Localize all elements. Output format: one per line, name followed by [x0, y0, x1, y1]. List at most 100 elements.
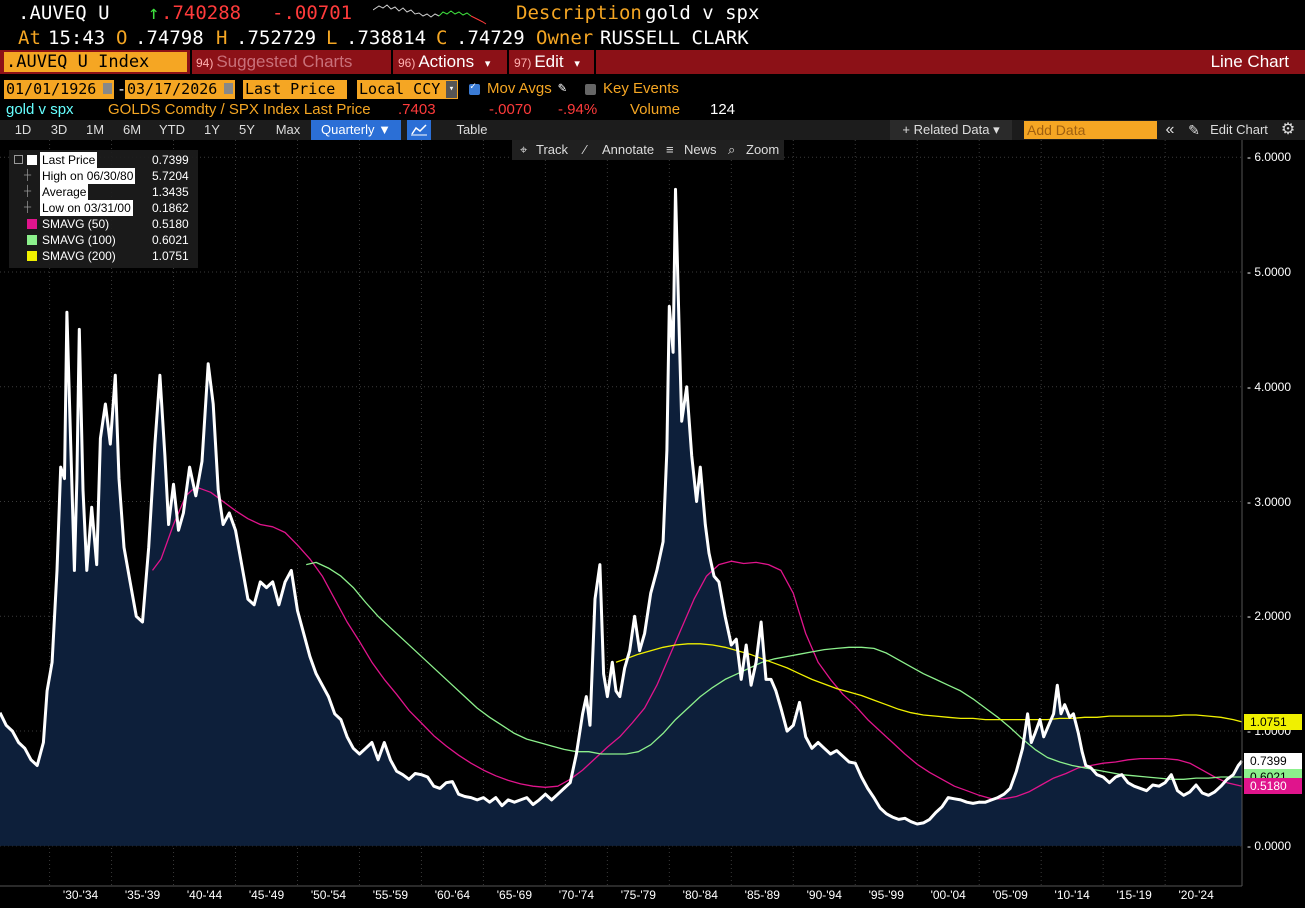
legend-value: 0.5180	[152, 217, 189, 231]
legend-item[interactable]: ┼ Low on 03/31/00 0.1862	[9, 200, 198, 216]
related-data-button[interactable]: + Related Data ▾	[890, 120, 1012, 140]
legend-swatch	[27, 235, 37, 245]
currency-dropdown[interactable]: Local CCY	[357, 80, 458, 99]
annotate-icon[interactable]: ⁄	[584, 142, 587, 157]
x-tick-label: '65-'69	[496, 888, 533, 902]
x-tick-label: '05-'09	[992, 888, 1028, 902]
series-line-smavg-50-[interactable]	[151, 487, 1243, 800]
zoom-button[interactable]: Zoom	[746, 142, 780, 157]
legend-item[interactable]: ┼ High on 06/30/80 5.7204	[9, 168, 198, 184]
legend-swatch	[27, 251, 37, 261]
legend-collapse-icon[interactable]	[14, 155, 23, 164]
frequency-dropdown[interactable]: Quarterly ▼	[311, 120, 401, 140]
description-value: gold v spx	[645, 2, 760, 24]
x-tick-label: '30-'34	[62, 888, 99, 902]
series-line-smavg-100-[interactable]	[306, 561, 1242, 780]
divider	[594, 50, 596, 74]
track-icon[interactable]: ⌖	[520, 142, 528, 157]
open-label: O	[116, 27, 128, 49]
key-events-checkbox[interactable]	[585, 84, 596, 95]
y-axis-value-flag: 0.7399	[1244, 752, 1302, 769]
owner-label: Owner	[536, 27, 594, 49]
add-data-input[interactable]: Add Data	[1024, 121, 1157, 139]
start-date-text: 01/01/1926	[6, 80, 97, 98]
annotate-button[interactable]: Annotate	[602, 142, 655, 157]
mov-avgs-checkbox[interactable]: ✓	[469, 81, 480, 95]
legend-label: SMAVG (200)	[42, 249, 116, 263]
tree-branch-icon: ┼	[24, 170, 32, 181]
news-icon[interactable]: ≡	[666, 142, 674, 157]
legend-item[interactable]: SMAVG (200) 1.0751	[9, 248, 198, 264]
actions-menu[interactable]: 96) Actions ▾	[398, 50, 490, 74]
zoom-icon[interactable]: ⌕	[728, 142, 736, 157]
x-tick-label: '00-'04	[930, 888, 966, 902]
divider	[507, 50, 509, 74]
series-line-smavg-200-[interactable]	[615, 643, 1243, 723]
period-ytd[interactable]: YTD	[159, 122, 185, 137]
chevron-down-icon[interactable]: ▾	[446, 81, 457, 98]
series-pct: -.94%	[558, 101, 598, 118]
start-date-field[interactable]: 01/01/1926	[4, 80, 114, 99]
x-tick-label: '55-'59	[372, 888, 409, 902]
net-change: -.00701	[272, 2, 353, 24]
legend-value: 0.6021	[152, 233, 189, 247]
menu-bar: .AUVEQ U Index 94) Suggested Charts 96) Ac…	[0, 50, 1305, 74]
track-button[interactable]: Track	[536, 142, 569, 157]
period-1y[interactable]: 1Y	[204, 122, 220, 137]
pencil-icon[interactable]: ✎	[558, 80, 567, 96]
calendar-icon[interactable]	[224, 83, 233, 94]
period-max[interactable]: Max	[275, 122, 301, 137]
x-tick-label: '15-'19	[1116, 888, 1152, 902]
series-desc: GOLDS Comdty / SPX Index Last Price	[108, 101, 371, 118]
series-change: -.0070	[489, 101, 532, 118]
edit-chart-button[interactable]: Edit Chart	[1210, 122, 1268, 137]
line-chart-icon[interactable]	[407, 120, 431, 140]
period-1m[interactable]: 1M	[85, 122, 105, 137]
edit-num: 97)	[514, 56, 532, 70]
key-events-label: Key Events	[603, 80, 679, 97]
legend-value: 0.1862	[152, 201, 189, 215]
price-field-text: Last Price	[245, 80, 336, 98]
low-value: .738814	[346, 27, 427, 49]
divider	[391, 50, 393, 74]
x-tick-label: '10-'14	[1054, 888, 1090, 902]
time-value: 15:43	[48, 27, 106, 49]
period-3d[interactable]: 3D	[50, 122, 68, 137]
ticker-field[interactable]: .AUVEQ U Index	[4, 52, 187, 72]
x-tick-label: '35-'39	[124, 888, 161, 902]
edit-menu[interactable]: 97) Edit ▾	[514, 50, 580, 74]
gear-icon[interactable]: ⚙	[1280, 121, 1296, 138]
pencil-icon[interactable]: ✎	[1188, 122, 1200, 138]
y-tick-label: - 4.0000	[1247, 379, 1292, 394]
suggested-charts-menu[interactable]: 94) Suggested Charts	[196, 50, 352, 74]
actions-label: Actions	[418, 52, 475, 71]
x-tick-label: '90-'94	[806, 888, 842, 902]
line-chart[interactable]	[0, 140, 1305, 908]
y-tick-label: - 6.0000	[1247, 150, 1292, 165]
legend-value: 1.0751	[152, 249, 189, 263]
legend-swatch	[27, 219, 37, 229]
legend-label: Low on 03/31/00	[40, 200, 133, 216]
series-line-last-price[interactable]	[0, 187, 1244, 826]
chevron-down-icon: ▾	[484, 58, 491, 70]
suggested-num: 94)	[196, 56, 214, 70]
period-1d[interactable]: 1D	[14, 122, 32, 137]
sparkline-chart	[373, 4, 487, 25]
table-button[interactable]: Table	[456, 122, 488, 137]
news-button[interactable]: News	[684, 142, 717, 157]
series-group	[0, 187, 1244, 846]
mov-avgs-label: Mov Avgs	[487, 80, 552, 97]
legend-item[interactable]: SMAVG (100) 0.6021	[9, 232, 198, 248]
legend-item[interactable]: Last Price 0.7399	[9, 152, 198, 168]
end-date-field[interactable]: 03/17/2026	[125, 80, 235, 99]
currency-text: Local CCY	[359, 80, 441, 98]
period-6m[interactable]: 6M	[122, 122, 142, 137]
legend-label: Average	[40, 184, 89, 200]
calendar-icon[interactable]	[103, 83, 112, 94]
legend-item[interactable]: ┼ Average 1.3435	[9, 184, 198, 200]
close-value: .74729	[456, 27, 525, 49]
price-field[interactable]: Last Price	[243, 80, 347, 99]
collapse-icon[interactable]: «	[1165, 121, 1175, 138]
period-5y[interactable]: 5Y	[239, 122, 255, 137]
legend-item[interactable]: SMAVG (50) 0.5180	[9, 216, 198, 232]
